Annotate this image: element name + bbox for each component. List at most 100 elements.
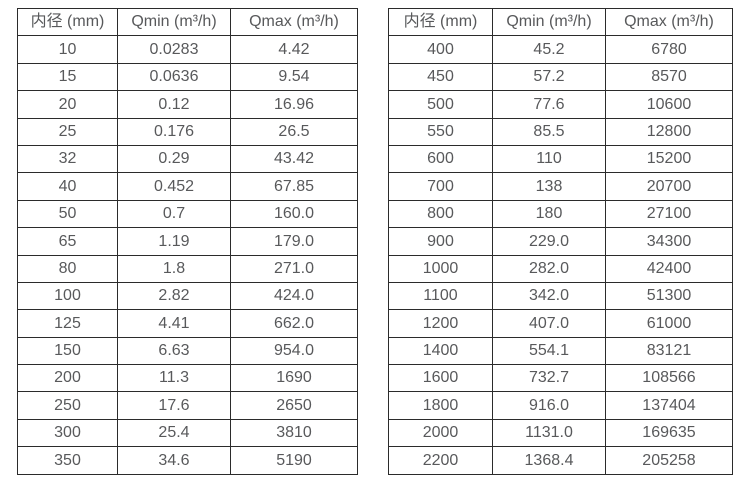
table-row: 20 0.12 16.96 (17, 90, 358, 119)
data-cell: 20700 (605, 172, 733, 201)
data-cell: 800 (388, 199, 493, 229)
data-cell: 0.0636 (117, 62, 231, 92)
column-header: 内径 (mm) (17, 7, 118, 37)
table-row: 200 11.3 1690 (17, 364, 358, 393)
data-cell: 80 (17, 254, 118, 283)
data-cell: 150 (17, 336, 118, 366)
data-cell: 0.12 (117, 90, 231, 119)
column-header: Qmin (m³/h) (117, 7, 231, 37)
table-row: 400 45.2 6780 (388, 35, 733, 64)
table-row: 550 85.5 12800 (388, 117, 733, 146)
table-row: 40 0.452 67.85 (17, 172, 358, 201)
table-row: 32 0.29 43.42 (17, 144, 358, 174)
data-cell: 700 (388, 172, 493, 201)
data-cell: 300 (17, 418, 118, 448)
table-row: 50 0.7 160.0 (17, 199, 358, 229)
data-cell: 169635 (605, 418, 733, 448)
flow-table-small-diameters: 内径 (mm) Qmin (m³/h) Qmax (m³/h) 10 0.0283 4.4… (17, 7, 358, 475)
data-cell: 108566 (605, 364, 733, 393)
column-header: 内径 (mm) (388, 7, 493, 37)
data-cell: 500 (388, 90, 493, 119)
table-row: 100 2.82 424.0 (17, 281, 358, 311)
data-cell: 1000 (388, 254, 493, 283)
data-cell: 229.0 (492, 227, 606, 256)
table-row: 350 34.6 5190 (17, 446, 358, 475)
data-cell: 1.19 (117, 227, 231, 256)
flow-table-large-diameters: 内径 (mm) Qmin (m³/h) Qmax (m³/h) 400 45.2 6780… (388, 7, 733, 475)
data-cell: 32 (17, 144, 118, 174)
data-cell: 10600 (605, 90, 733, 119)
data-cell: 2000 (388, 418, 493, 448)
data-cell: 450 (388, 62, 493, 92)
data-cell: 1.8 (117, 254, 231, 283)
data-cell: 26.5 (230, 117, 358, 146)
data-cell: 954.0 (230, 336, 358, 366)
data-cell: 0.176 (117, 117, 231, 146)
data-cell: 1368.4 (492, 446, 606, 475)
table-row: 2000 1131.0 169635 (388, 418, 733, 448)
data-cell: 45.2 (492, 35, 606, 64)
data-cell: 342.0 (492, 281, 606, 311)
data-cell: 51300 (605, 281, 733, 311)
data-cell: 110 (492, 144, 606, 174)
data-cell: 1600 (388, 364, 493, 393)
data-cell: 407.0 (492, 309, 606, 338)
data-cell: 2200 (388, 446, 493, 475)
data-cell: 179.0 (230, 227, 358, 256)
data-cell: 6780 (605, 35, 733, 64)
table-row: 80 1.8 271.0 (17, 254, 358, 283)
data-cell: 15 (17, 62, 118, 92)
data-cell: 57.2 (492, 62, 606, 92)
data-cell: 1100 (388, 281, 493, 311)
data-cell: 11.3 (117, 364, 231, 393)
data-cell: 85.5 (492, 117, 606, 146)
header-row: 内径 (mm) Qmin (m³/h) Qmax (m³/h) (388, 7, 733, 37)
data-cell: 1200 (388, 309, 493, 338)
data-cell: 282.0 (492, 254, 606, 283)
data-cell: 17.6 (117, 391, 231, 420)
data-cell: 4.42 (230, 35, 358, 64)
data-cell: 100 (17, 281, 118, 311)
data-cell: 0.29 (117, 144, 231, 174)
data-cell: 15200 (605, 144, 733, 174)
data-cell: 732.7 (492, 364, 606, 393)
data-cell: 4.41 (117, 309, 231, 338)
data-cell: 0.452 (117, 172, 231, 201)
data-cell: 400 (388, 35, 493, 64)
data-cell: 180 (492, 199, 606, 229)
data-cell: 6.63 (117, 336, 231, 366)
data-cell: 900 (388, 227, 493, 256)
table-row: 1400 554.1 83121 (388, 336, 733, 366)
table-row: 150 6.63 954.0 (17, 336, 358, 366)
data-cell: 34300 (605, 227, 733, 256)
data-cell: 65 (17, 227, 118, 256)
data-cell: 550 (388, 117, 493, 146)
header-row: 内径 (mm) Qmin (m³/h) Qmax (m³/h) (17, 7, 358, 37)
table-row: 65 1.19 179.0 (17, 227, 358, 256)
data-cell: 43.42 (230, 144, 358, 174)
data-cell: 25.4 (117, 418, 231, 448)
data-cell: 34.6 (117, 446, 231, 475)
table-row: 600 110 15200 (388, 144, 733, 174)
data-cell: 1690 (230, 364, 358, 393)
table-row: 15 0.0636 9.54 (17, 62, 358, 92)
table-row: 1800 916.0 137404 (388, 391, 733, 420)
data-cell: 40 (17, 172, 118, 201)
data-cell: 16.96 (230, 90, 358, 119)
table-row: 10 0.0283 4.42 (17, 35, 358, 64)
data-cell: 1800 (388, 391, 493, 420)
column-header: Qmax (m³/h) (605, 7, 733, 37)
data-cell: 271.0 (230, 254, 358, 283)
data-cell: 0.0283 (117, 35, 231, 64)
table-row: 250 17.6 2650 (17, 391, 358, 420)
data-cell: 50 (17, 199, 118, 229)
data-cell: 25 (17, 117, 118, 146)
data-cell: 83121 (605, 336, 733, 366)
data-cell: 2650 (230, 391, 358, 420)
data-cell: 77.6 (492, 90, 606, 119)
data-cell: 12800 (605, 117, 733, 146)
data-cell: 27100 (605, 199, 733, 229)
column-header: Qmin (m³/h) (492, 7, 606, 37)
data-cell: 138 (492, 172, 606, 201)
table-row: 300 25.4 3810 (17, 418, 358, 448)
